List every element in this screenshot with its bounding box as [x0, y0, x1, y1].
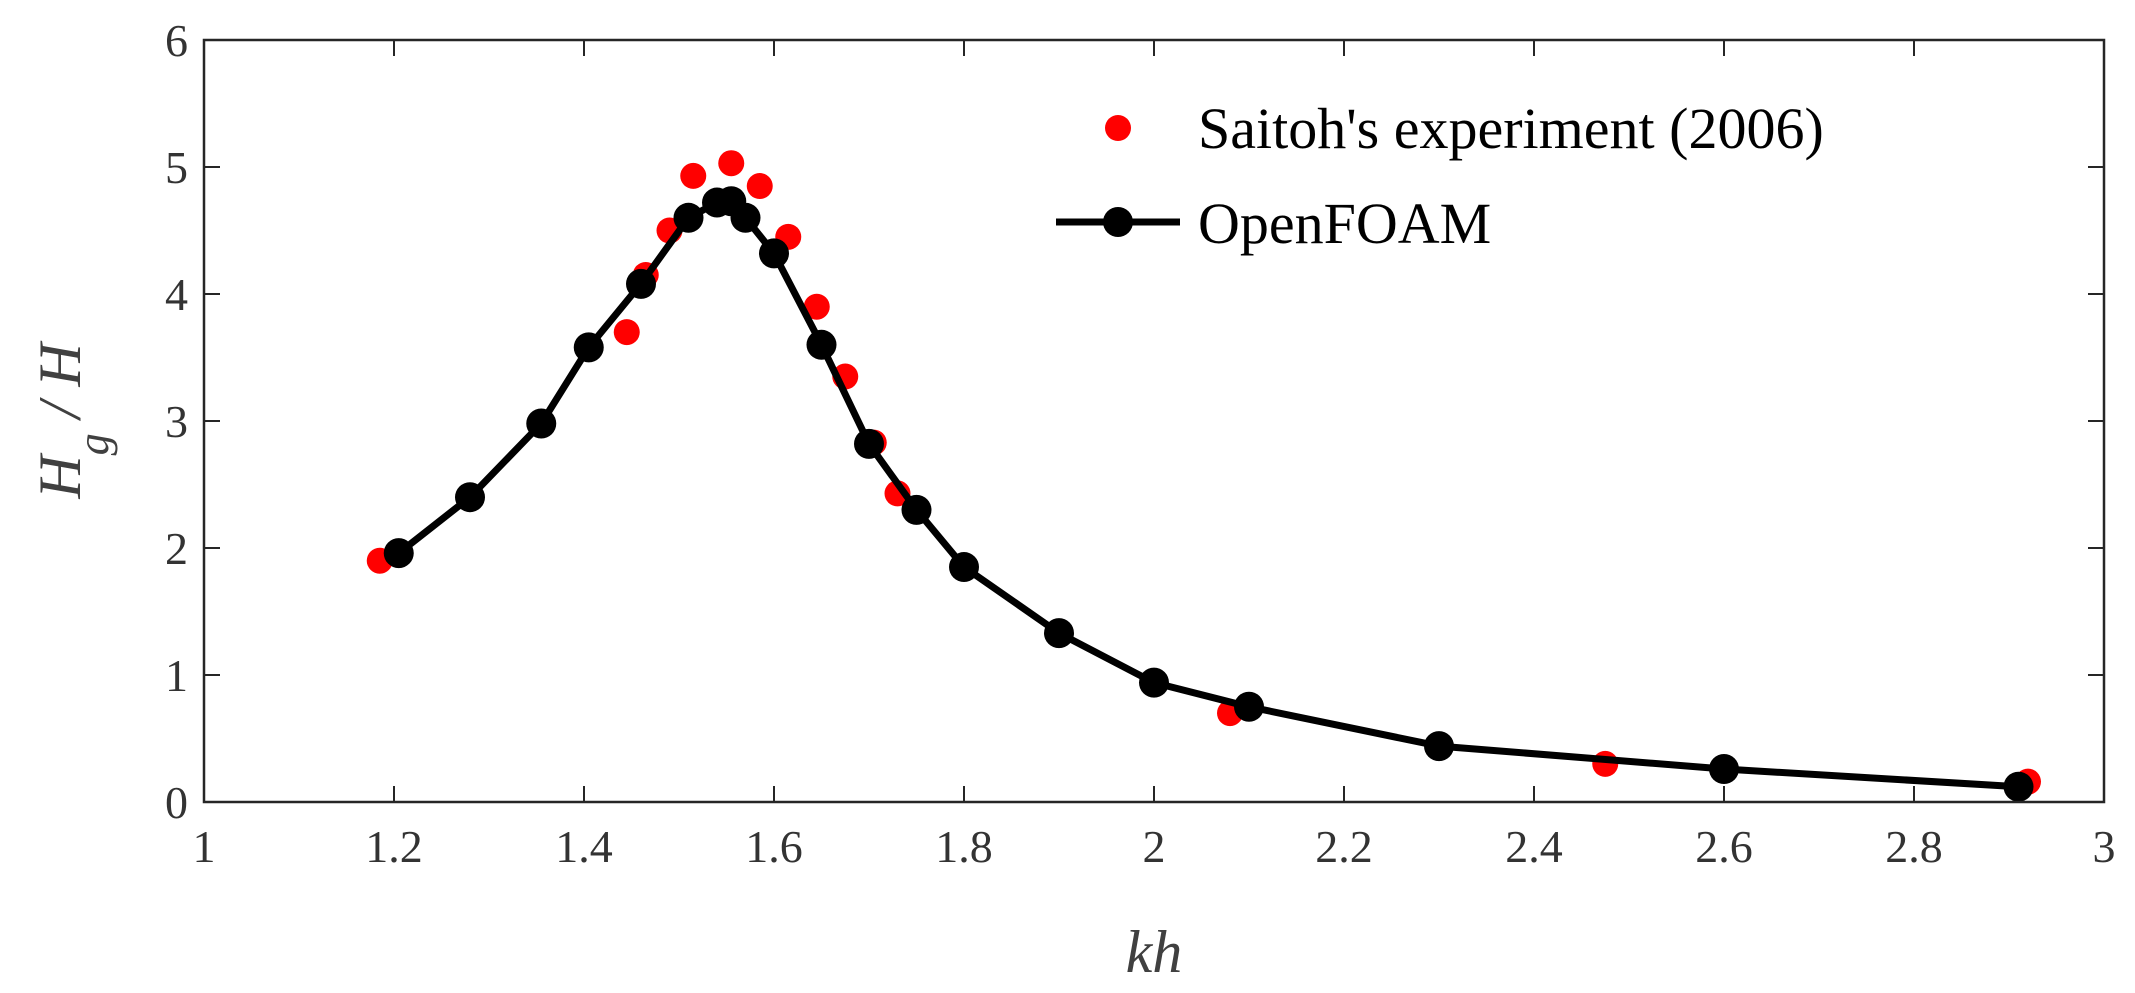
- openfoam-data-point: [626, 268, 656, 299]
- y-tick-label: 0: [165, 777, 188, 828]
- x-tick-label: 2.4: [1505, 821, 1563, 872]
- plot-series: [366, 150, 2041, 802]
- openfoam-data-point: [1709, 753, 1739, 784]
- x-tick-label: 1.4: [555, 821, 613, 872]
- y-tick-label: 6: [165, 15, 188, 66]
- openfoam-data-point: [901, 494, 932, 525]
- y-tick-label: 5: [165, 142, 188, 193]
- openfoam-data-point: [759, 238, 789, 269]
- y-axis-label: Hg / H: [27, 340, 118, 500]
- y-tick-label: 3: [165, 396, 188, 447]
- openfoam-data-point: [673, 202, 704, 233]
- openfoam-data-point: [1234, 691, 1264, 722]
- y-tick-label: 1: [165, 650, 188, 701]
- legend-marker-saitoh: [1105, 115, 1131, 141]
- x-tick-label: 1.2: [365, 821, 423, 872]
- x-axis-label: kh: [1126, 919, 1183, 985]
- openfoam-data-point: [1139, 667, 1169, 698]
- x-tick-label: 1.6: [745, 821, 803, 872]
- y-axis-label-main: H: [27, 452, 93, 500]
- saitoh-data-point: [746, 173, 773, 200]
- saitoh-data-point: [718, 150, 745, 177]
- openfoam-data-point: [526, 408, 557, 439]
- x-tick-label: 2: [1143, 821, 1166, 872]
- openfoam-data-point: [1044, 618, 1074, 649]
- x-tick-label: 3: [2093, 821, 2116, 872]
- plot-frame: [202, 38, 2106, 804]
- x-tick-label: 1: [193, 821, 216, 872]
- y-axis-label-tail: / H: [27, 340, 93, 434]
- saitoh-data-point: [803, 293, 830, 320]
- saitoh-data-point: [680, 162, 707, 189]
- openfoam-data-point: [949, 552, 979, 583]
- saitoh-data-point: [613, 319, 640, 346]
- legend-marker-openfoam: [1103, 207, 1133, 237]
- openfoam-data-point: [573, 332, 604, 363]
- legend-label-saitoh: Saitoh's experiment (2006): [1198, 96, 1824, 161]
- x-tick-label: 1.8: [935, 821, 993, 872]
- openfoam-data-point: [1424, 731, 1454, 762]
- legend: Saitoh's experiment (2006) OpenFOAM: [1056, 96, 1824, 256]
- legend-label-openfoam: OpenFOAM: [1198, 191, 1491, 256]
- saitoh-data-point: [1592, 750, 1619, 777]
- y-tick-label: 2: [165, 523, 188, 574]
- x-tick-label: 2.6: [1695, 821, 1753, 872]
- openfoam-data-point: [455, 482, 485, 513]
- y-axis-label-subscript: g: [69, 433, 118, 455]
- openfoam-data-point: [806, 329, 837, 360]
- openfoam-data-point: [854, 428, 884, 459]
- y-tick-label: 4: [165, 269, 188, 320]
- x-tick-label: 2.2: [1315, 821, 1373, 872]
- x-tick-label: 2.8: [1885, 821, 1943, 872]
- openfoam-data-point: [383, 538, 414, 569]
- svg-text:Hg / H: Hg / H: [27, 340, 118, 500]
- openfoam-data-point: [730, 202, 761, 233]
- openfoam-data-point: [2003, 771, 2034, 802]
